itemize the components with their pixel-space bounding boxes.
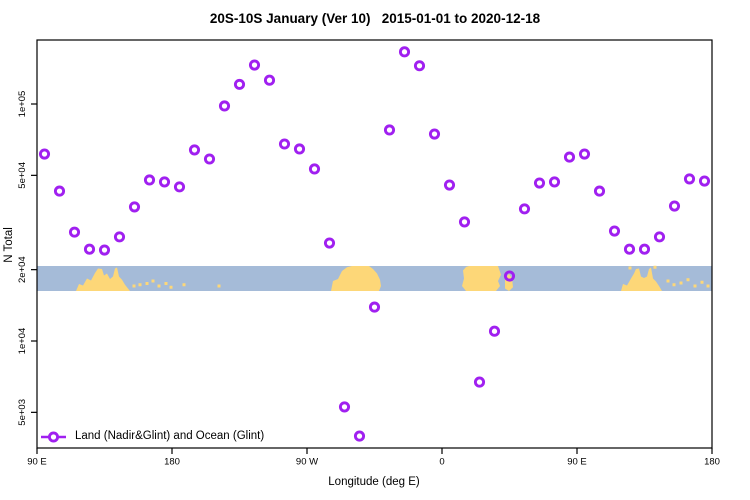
map-strip-island-speck bbox=[157, 284, 161, 288]
data-point-marker bbox=[53, 185, 66, 197]
data-point-marker bbox=[518, 203, 531, 215]
plot-border bbox=[36, 39, 713, 449]
map-strip-island-speck bbox=[132, 284, 136, 288]
data-point-marker bbox=[653, 231, 666, 243]
data-point-marker bbox=[413, 60, 426, 72]
data-point-marker bbox=[443, 179, 456, 191]
data-point-marker bbox=[548, 176, 561, 188]
data-point-marker bbox=[83, 243, 96, 255]
x-tick-label: 90 W bbox=[296, 457, 318, 468]
data-point-marker bbox=[263, 74, 276, 86]
data-point-marker bbox=[578, 148, 591, 160]
x-tick-label: 0 bbox=[439, 457, 444, 468]
map-strip-land-africa bbox=[462, 266, 501, 291]
y-tick-label: 1e+05 bbox=[17, 91, 28, 118]
legend-marker bbox=[47, 431, 60, 443]
map-strip-island-speck bbox=[169, 285, 173, 289]
map-strip-island-speck bbox=[706, 284, 710, 288]
x-axis-title: Longitude (deg E) bbox=[328, 476, 420, 488]
data-point-marker bbox=[323, 237, 336, 249]
data-point-marker bbox=[248, 59, 261, 71]
data-point-marker bbox=[383, 124, 396, 136]
data-point-marker bbox=[278, 138, 291, 150]
data-point-marker bbox=[533, 177, 546, 189]
data-point-marker bbox=[113, 231, 126, 243]
map-strip-island-speck bbox=[138, 283, 142, 287]
chart-title: 20S-10S January (Ver 10) 2015-01-01 to 2… bbox=[209, 11, 541, 26]
y-tick-label: 1e+04 bbox=[17, 328, 28, 355]
data-point-marker bbox=[143, 174, 156, 186]
data-point-marker bbox=[488, 325, 501, 337]
data-point-marker bbox=[158, 176, 171, 188]
data-point-marker bbox=[458, 216, 471, 228]
map-strip-island-speck bbox=[628, 266, 632, 270]
data-point-marker bbox=[623, 243, 636, 255]
x-tick-label: 180 bbox=[704, 457, 720, 468]
data-point-marker bbox=[338, 401, 351, 413]
map-strip-island-speck bbox=[679, 281, 683, 285]
data-point-marker bbox=[233, 78, 246, 90]
data-point-marker bbox=[203, 153, 216, 165]
data-point-marker bbox=[563, 151, 576, 163]
y-tick-label: 5e+03 bbox=[17, 399, 28, 426]
map-strip-island-speck bbox=[182, 283, 186, 287]
map-strip-island-speck bbox=[672, 283, 676, 287]
map-strip-land-australia-east bbox=[621, 267, 662, 291]
map-strip-island-speck bbox=[653, 265, 657, 269]
data-point-marker bbox=[98, 244, 111, 256]
data-point-marker bbox=[308, 163, 321, 175]
y-tick-label: 5e+04 bbox=[17, 162, 28, 189]
map-strip-land-south-america bbox=[331, 266, 381, 291]
map-strip-island-speck bbox=[145, 282, 149, 285]
data-point-marker bbox=[68, 226, 81, 238]
data-point-marker bbox=[593, 185, 606, 197]
data-point-marker bbox=[128, 201, 141, 213]
data-point-marker bbox=[608, 225, 621, 237]
data-point-marker bbox=[218, 100, 231, 112]
data-point-marker bbox=[38, 148, 51, 160]
data-point-marker bbox=[668, 200, 681, 212]
data-point-marker bbox=[698, 175, 711, 187]
data-point-marker bbox=[368, 301, 381, 313]
map-strip-island-speck bbox=[686, 278, 690, 282]
x-tick-label: 180 bbox=[164, 457, 180, 468]
data-point-marker bbox=[473, 376, 486, 388]
legend-label: Land (Nadir&Glint) and Ocean (Glint) bbox=[75, 430, 265, 442]
data-point-marker bbox=[293, 143, 306, 155]
map-strip-island-speck bbox=[217, 284, 221, 288]
data-point-marker bbox=[398, 46, 411, 58]
map-strip-island-speck bbox=[666, 279, 670, 283]
map-strip-land-australia-west bbox=[76, 267, 130, 291]
data-point-marker bbox=[188, 144, 201, 156]
data-point-marker bbox=[353, 430, 366, 442]
data-point-marker bbox=[638, 243, 651, 255]
y-tick-label: 2e+04 bbox=[17, 256, 28, 283]
map-strip-island-speck bbox=[164, 282, 168, 285]
x-tick-label: 90 E bbox=[567, 457, 587, 468]
data-point-marker bbox=[683, 173, 696, 185]
x-tick-label: 90 E bbox=[27, 457, 47, 468]
data-point-marker bbox=[173, 181, 186, 193]
data-point-marker bbox=[503, 270, 516, 282]
data-point-marker bbox=[428, 128, 441, 140]
map-strip-island-speck bbox=[151, 279, 155, 283]
map-strip-island-speck bbox=[693, 284, 697, 288]
map-strip-island-speck bbox=[700, 280, 704, 284]
